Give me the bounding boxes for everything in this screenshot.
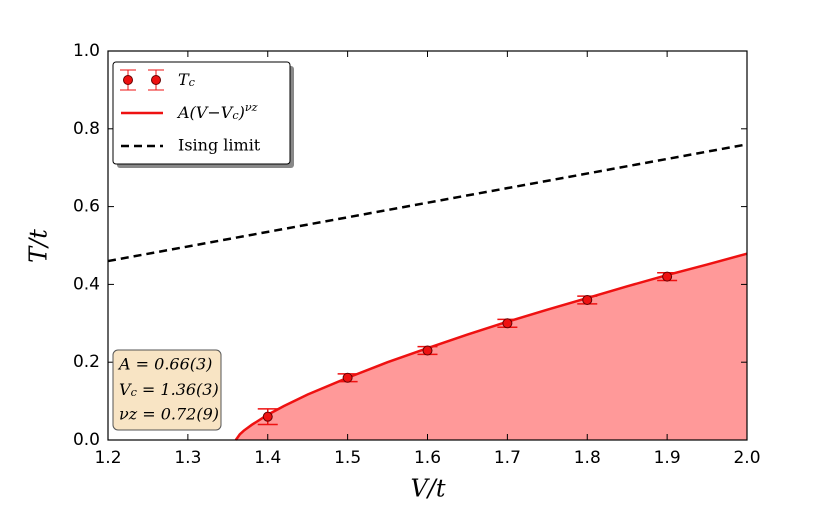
point [582,294,593,305]
legend-swatch [151,75,161,85]
fit-line [234,252,748,441]
legend [112,61,291,165]
x-tick-label: 2.0 [733,448,760,468]
ising-line [107,143,748,263]
x-tick-label: 1.7 [494,448,521,468]
y-tick-label: 0.4 [73,274,100,294]
point [422,345,433,356]
y-tick-label: 0.0 [73,430,100,450]
y-tick-label: 1.0 [73,41,100,61]
x-tick-label: 1.6 [414,448,441,468]
x-tick-label: 1.8 [574,448,601,468]
x-tick-label: 1.4 [254,448,281,468]
y-tick-label: 0.8 [73,119,100,139]
point [662,271,673,282]
legend-label: Ising limit [178,136,261,155]
annotation: A = 0.66(3) [117,355,212,374]
x-tick-label: 1.3 [174,448,201,468]
legend-label: A(V−Vc)νz [176,101,258,122]
x-tick-label: 1.2 [94,448,121,468]
annotation: νz = 0.72(9) [119,405,219,424]
fit-area [235,253,748,440]
point [342,372,353,383]
legend-swatch [123,75,133,85]
point [262,411,273,422]
point [502,318,513,329]
x-axis-label: V/t [410,475,445,503]
x-tick-label: 1.5 [334,448,361,468]
legend-label: Tc [178,70,196,90]
y-tick-label: 0.2 [73,352,100,372]
x-tick-label: 1.9 [654,448,681,468]
y-tick-label: 0.6 [73,197,100,217]
annotation-box [112,349,222,431]
annotation: Vc = 1.36(3) [119,380,219,400]
y-axis-label: T/t [25,229,53,263]
